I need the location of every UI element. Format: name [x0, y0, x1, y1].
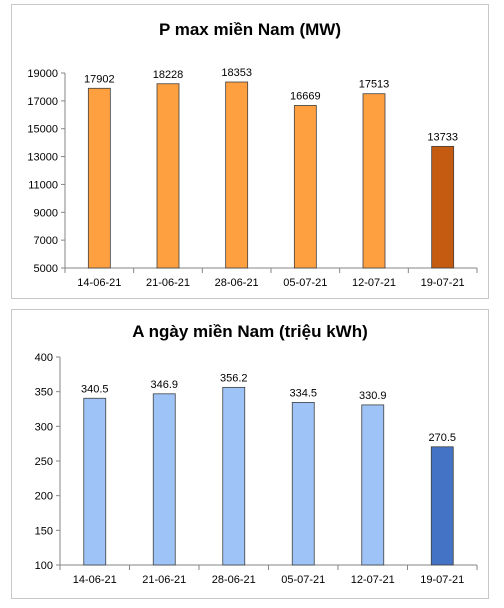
pmax-y-tick-label: 5000	[34, 263, 58, 275]
energy-category-label: 05-07-21	[281, 574, 325, 586]
pmax-bar-21-06-21	[156, 83, 180, 269]
energy-category-label: 14-06-21	[73, 574, 117, 586]
energy-y-tick-label: 250	[35, 456, 53, 468]
energy-value-label: 270.5	[428, 432, 456, 444]
pmax-y-tick-label: 13000	[27, 152, 58, 164]
pmax-bar-chart: 5000 7000 9000 11000 13000 15000 17000 19000 179…	[27, 67, 478, 289]
pmax-y-tick-label: 11000	[28, 179, 58, 191]
energy-bar-12-07-21	[361, 404, 385, 566]
energy-bar-14-06-21	[83, 397, 107, 566]
energy-value-label: 346.9	[150, 379, 178, 391]
energy-y-tick-label: 150	[35, 525, 53, 537]
pmax-bar-14-06-21	[87, 87, 111, 269]
energy-y-tick-label: 300	[35, 421, 53, 433]
pmax-bar-28-06-21	[225, 81, 249, 269]
pmax-category-label: 14-06-21	[77, 277, 121, 289]
pmax-category-label: 05-07-21	[283, 277, 327, 289]
pmax-category-label: 21-06-21	[146, 277, 190, 289]
pmax-value-label: 13733	[427, 131, 458, 143]
energy-bar-19-07-21	[430, 446, 454, 566]
pmax-value-label: 18228	[153, 69, 184, 81]
pmax-value-label: 17513	[359, 79, 390, 91]
pmax-value-label: 17902	[84, 73, 115, 85]
energy-y-tick-label: 200	[35, 491, 53, 503]
energy-category-label: 12-07-21	[351, 574, 395, 586]
energy-category-label: 21-06-21	[142, 574, 186, 586]
energy-bar-chart: 100 150 200 250 300 350 400 340.5 14-06-21 346.9 2…	[35, 352, 478, 586]
energy-y-tick-label: 400	[35, 352, 53, 364]
pmax-y-tick-label: 19000	[27, 68, 58, 80]
energy-value-label: 340.5	[81, 383, 109, 395]
energy-bar-21-06-21	[152, 393, 176, 566]
chart-panel-energy: A ngày miền Nam (triệu kWh) 100 150 200 250…	[11, 309, 489, 599]
energy-category-label: 28-06-21	[212, 574, 256, 586]
pmax-category-label: 19-07-21	[421, 277, 465, 289]
pmax-y-tick-label: 15000	[27, 124, 58, 136]
pmax-y-tick-label: 17000	[27, 96, 58, 108]
energy-value-label: 356.2	[220, 372, 248, 384]
pmax-y-tick-label: 7000	[34, 235, 58, 247]
pmax-category-label: 28-06-21	[215, 277, 259, 289]
pmax-value-label: 18353	[221, 67, 252, 79]
pmax-bar-12-07-21	[362, 93, 386, 269]
pmax-bar-05-07-21	[293, 105, 317, 269]
chart-title-pmax: P max miền Nam (MW)	[158, 20, 341, 39]
chart-panel-pmax: P max miền Nam (MW) 5000 7000 9000 11000 130…	[11, 4, 489, 299]
pmax-y-tick-label: 9000	[34, 207, 58, 219]
energy-bar-05-07-21	[291, 402, 315, 566]
pmax-bar-19-07-21	[431, 145, 455, 269]
energy-bar-28-06-21	[222, 386, 246, 566]
energy-value-label: 330.9	[359, 390, 387, 402]
energy-value-label: 334.5	[289, 387, 317, 399]
energy-y-tick-label: 350	[35, 387, 53, 399]
energy-y-tick-label: 100	[35, 560, 53, 572]
pmax-category-label: 12-07-21	[352, 277, 396, 289]
chart-title-energy: A ngày miền Nam (triệu kWh)	[132, 322, 368, 341]
pmax-value-label: 16669	[290, 90, 321, 102]
energy-category-label: 19-07-21	[420, 574, 464, 586]
